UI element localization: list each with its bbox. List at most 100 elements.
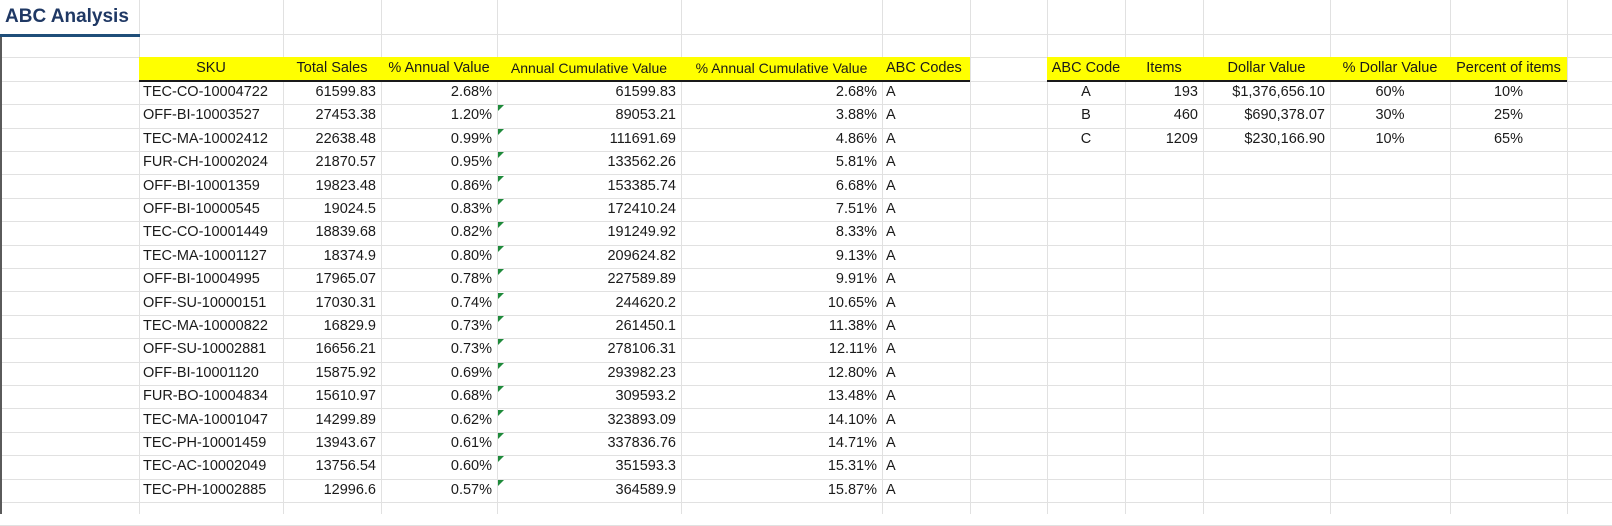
cell-total-sales[interactable]: 17965.07: [315, 271, 376, 287]
cell-sku[interactable]: TEC-PH-10001459: [143, 435, 267, 451]
cell-pct-annual-value[interactable]: 0.62%: [450, 412, 492, 428]
cell-summary-items[interactable]: 1209: [1165, 131, 1198, 147]
cell-abc-code[interactable]: A: [886, 154, 896, 170]
cell-pct-annual-cumulative-value[interactable]: 11.38%: [828, 318, 877, 334]
cell-summary-dollar-value[interactable]: $690,378.07: [1244, 107, 1325, 123]
cell-annual-cumulative-value[interactable]: 89053.21: [615, 107, 676, 123]
cell-sku[interactable]: TEC-CO-10001449: [143, 224, 268, 240]
cell-sku[interactable]: TEC-MA-10001047: [143, 412, 268, 428]
cell-sku[interactable]: TEC-MA-10002412: [143, 131, 268, 147]
cell-pct-annual-value[interactable]: 0.83%: [450, 201, 492, 217]
cell-total-sales[interactable]: 22638.48: [315, 131, 376, 147]
cell-total-sales[interactable]: 14299.89: [315, 412, 376, 428]
header-summary-items[interactable]: Items: [1125, 57, 1203, 82]
cell-pct-annual-cumulative-value[interactable]: 10.65%: [827, 295, 877, 311]
cell-annual-cumulative-value[interactable]: 278106.31: [607, 341, 676, 357]
cell-summary-pct-dollar-value[interactable]: 60%: [1375, 84, 1405, 100]
cell-abc-code[interactable]: A: [886, 271, 896, 287]
cell-annual-cumulative-value[interactable]: 133562.26: [607, 154, 676, 170]
cell-sku[interactable]: OFF-BI-10003527: [143, 107, 260, 123]
cell-pct-annual-cumulative-value[interactable]: 15.31%: [827, 458, 877, 474]
cell-pct-annual-cumulative-value[interactable]: 14.71%: [827, 435, 877, 451]
cell-annual-cumulative-value[interactable]: 323893.09: [607, 412, 676, 428]
cell-pct-annual-cumulative-value[interactable]: 5.81%: [835, 154, 877, 170]
cell-pct-annual-cumulative-value[interactable]: 9.13%: [835, 248, 877, 264]
cell-sku[interactable]: OFF-SU-10002881: [143, 341, 267, 357]
cell-pct-annual-value[interactable]: 2.68%: [450, 84, 492, 100]
header-summary-pct-dollar-value[interactable]: % Dollar Value: [1330, 57, 1450, 82]
cell-total-sales[interactable]: 18374.9: [323, 248, 376, 264]
cell-total-sales[interactable]: 16829.9: [323, 318, 376, 334]
cell-pct-annual-cumulative-value[interactable]: 4.86%: [835, 131, 877, 147]
cell-annual-cumulative-value[interactable]: 209624.82: [607, 248, 676, 264]
cell-sku[interactable]: OFF-BI-10001120: [143, 365, 259, 381]
cell-abc-code[interactable]: A: [886, 295, 896, 311]
cell-pct-annual-value[interactable]: 0.74%: [450, 295, 492, 311]
cell-sku[interactable]: TEC-CO-10004722: [143, 84, 268, 100]
cell-summary-percent-of-items[interactable]: 65%: [1493, 131, 1524, 147]
cell-pct-annual-cumulative-value[interactable]: 12.80%: [827, 365, 877, 381]
header-annual-cumulative-value[interactable]: Annual Cumulative Value: [497, 57, 681, 82]
cell-total-sales[interactable]: 21870.57: [315, 154, 376, 170]
cell-annual-cumulative-value[interactable]: 293982.23: [607, 365, 676, 381]
cell-pct-annual-value[interactable]: 0.61%: [450, 435, 492, 451]
cell-abc-code[interactable]: A: [886, 388, 896, 404]
cell-annual-cumulative-value[interactable]: 337836.76: [607, 435, 676, 451]
header-pct-annual-cumulative-value[interactable]: % Annual Cumulative Value: [681, 57, 882, 82]
cell-summary-dollar-value[interactable]: $1,376,656.10: [1232, 84, 1325, 100]
header-total-sales[interactable]: Total Sales: [283, 57, 381, 82]
cell-pct-annual-value[interactable]: 0.99%: [450, 131, 492, 147]
cell-pct-annual-cumulative-value[interactable]: 12.11%: [828, 341, 877, 357]
cell-sku[interactable]: FUR-BO-10004834: [143, 388, 268, 404]
sheet-title[interactable]: ABC Analysis: [0, 0, 140, 37]
cell-sku[interactable]: OFF-BI-10000545: [143, 201, 260, 217]
cell-abc-code[interactable]: A: [886, 131, 896, 147]
header-abc-code[interactable]: ABC Codes: [882, 57, 970, 82]
cell-annual-cumulative-value[interactable]: 153385.74: [607, 178, 676, 194]
cell-summary-percent-of-items[interactable]: 10%: [1493, 84, 1524, 100]
cell-summary-items[interactable]: 193: [1173, 84, 1198, 100]
cell-total-sales[interactable]: 16656.21: [315, 341, 376, 357]
cell-pct-annual-value[interactable]: 0.73%: [450, 341, 492, 357]
cell-total-sales[interactable]: 15875.92: [315, 365, 376, 381]
cell-total-sales[interactable]: 13756.54: [315, 458, 376, 474]
cell-annual-cumulative-value[interactable]: 172410.24: [607, 201, 676, 217]
cell-total-sales[interactable]: 12996.6: [323, 482, 376, 498]
cell-total-sales[interactable]: 13943.67: [315, 435, 376, 451]
cell-pct-annual-value[interactable]: 0.95%: [450, 154, 492, 170]
cell-pct-annual-cumulative-value[interactable]: 14.10%: [827, 412, 877, 428]
cell-annual-cumulative-value[interactable]: 227589.89: [607, 271, 676, 287]
cell-abc-code[interactable]: A: [886, 107, 896, 123]
cell-annual-cumulative-value[interactable]: 351593.3: [615, 458, 676, 474]
header-summary-dollar-value[interactable]: Dollar Value: [1203, 57, 1330, 82]
cell-sku[interactable]: FUR-CH-10002024: [143, 154, 268, 170]
cell-pct-annual-value[interactable]: 0.68%: [450, 388, 492, 404]
header-pct-annual-value[interactable]: % Annual Value: [381, 57, 497, 82]
cell-pct-annual-cumulative-value[interactable]: 15.87%: [827, 482, 877, 498]
cell-total-sales[interactable]: 27453.38: [315, 107, 376, 123]
cell-summary-abc-code[interactable]: A: [1081, 84, 1091, 100]
cell-abc-code[interactable]: A: [886, 412, 896, 428]
cell-sku[interactable]: TEC-MA-10000822: [143, 318, 268, 334]
cell-total-sales[interactable]: 19823.48: [315, 178, 376, 194]
cell-annual-cumulative-value[interactable]: 364589.9: [615, 482, 676, 498]
cell-pct-annual-value[interactable]: 0.57%: [450, 482, 492, 498]
cell-sku[interactable]: OFF-BI-10001359: [143, 178, 260, 194]
cell-summary-abc-code[interactable]: B: [1081, 107, 1091, 123]
cell-total-sales[interactable]: 17030.31: [315, 295, 376, 311]
cell-pct-annual-cumulative-value[interactable]: 6.68%: [835, 178, 877, 194]
cell-pct-annual-cumulative-value[interactable]: 2.68%: [835, 84, 877, 100]
cell-summary-pct-dollar-value[interactable]: 10%: [1375, 131, 1405, 147]
cell-sku[interactable]: OFF-BI-10004995: [143, 271, 260, 287]
cell-pct-annual-value[interactable]: 0.80%: [450, 248, 492, 264]
cell-total-sales[interactable]: 15610.97: [315, 388, 376, 404]
cell-annual-cumulative-value[interactable]: 111691.69: [609, 131, 676, 147]
cell-abc-code[interactable]: A: [886, 201, 896, 217]
cell-total-sales[interactable]: 61599.83: [315, 84, 376, 100]
cell-abc-code[interactable]: A: [886, 248, 896, 264]
cell-annual-cumulative-value[interactable]: 244620.2: [615, 295, 676, 311]
cell-pct-annual-cumulative-value[interactable]: 8.33%: [835, 224, 877, 240]
cell-abc-code[interactable]: A: [886, 435, 896, 451]
cell-annual-cumulative-value[interactable]: 309593.2: [615, 388, 676, 404]
